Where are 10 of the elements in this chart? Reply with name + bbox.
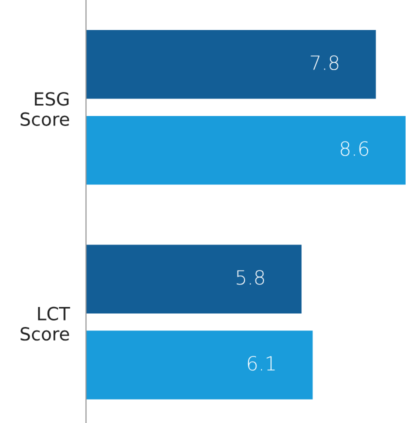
y-tick-label: LCT Score xyxy=(20,306,70,341)
bar xyxy=(86,244,302,314)
y-tick-label: ESG Score xyxy=(20,92,70,126)
bar xyxy=(86,116,406,185)
data-label: 6.1 xyxy=(248,356,275,371)
data-label: 7.8 xyxy=(310,55,338,70)
bar xyxy=(86,330,313,400)
data-label: 8.6 xyxy=(340,141,368,156)
bar xyxy=(86,30,376,99)
data-label: 5.8 xyxy=(236,270,264,285)
